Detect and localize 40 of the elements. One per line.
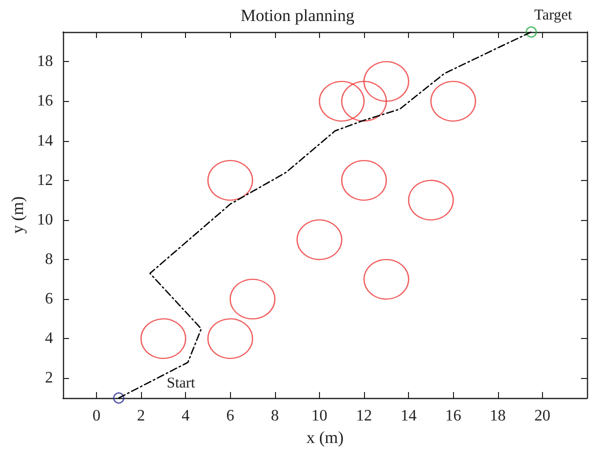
x-tick-label: 2 <box>137 408 146 424</box>
point <box>408 180 454 221</box>
y-tick-label: 8 <box>45 251 53 268</box>
x-tick-label: 20 <box>534 408 550 424</box>
point <box>296 219 342 260</box>
point <box>363 258 410 300</box>
y-tick-label: 14 <box>37 132 53 150</box>
y-tick-label: 10 <box>37 211 53 228</box>
point <box>526 26 537 38</box>
x-tick-label: 12 <box>356 408 372 424</box>
x-tick-label: 8 <box>270 408 279 424</box>
annotation: Target <box>534 8 573 24</box>
point <box>430 80 476 122</box>
y-axis-title: y (m) <box>8 196 28 234</box>
line-series <box>118 31 532 399</box>
x-tick-label: 0 <box>92 408 100 424</box>
y-tick-label: 12 <box>37 172 53 189</box>
y-tick-label: 4 <box>45 330 53 348</box>
y-tick-label: 16 <box>37 92 53 110</box>
x-tick-label: 16 <box>445 408 462 424</box>
point <box>207 160 254 201</box>
x-tick-label: 14 <box>400 408 417 424</box>
point <box>341 160 387 201</box>
y-tick-label: 6 <box>45 290 53 308</box>
y-tick-label: 18 <box>37 53 53 70</box>
x-tick-label: 18 <box>490 408 506 424</box>
x-tick-label: 10 <box>311 408 328 424</box>
x-tick-label: 4 <box>182 408 190 424</box>
point <box>363 61 410 102</box>
point <box>230 278 276 320</box>
point <box>341 80 387 122</box>
point <box>113 392 124 404</box>
annotation: Start <box>166 376 196 392</box>
point <box>140 318 186 360</box>
x-tick-label: 6 <box>226 408 234 424</box>
point <box>207 318 254 360</box>
chart-title: Motion planning <box>240 6 355 25</box>
point <box>318 80 365 122</box>
y-tick-label: 2 <box>45 370 53 387</box>
x-axis-title: x (m) <box>306 428 344 447</box>
